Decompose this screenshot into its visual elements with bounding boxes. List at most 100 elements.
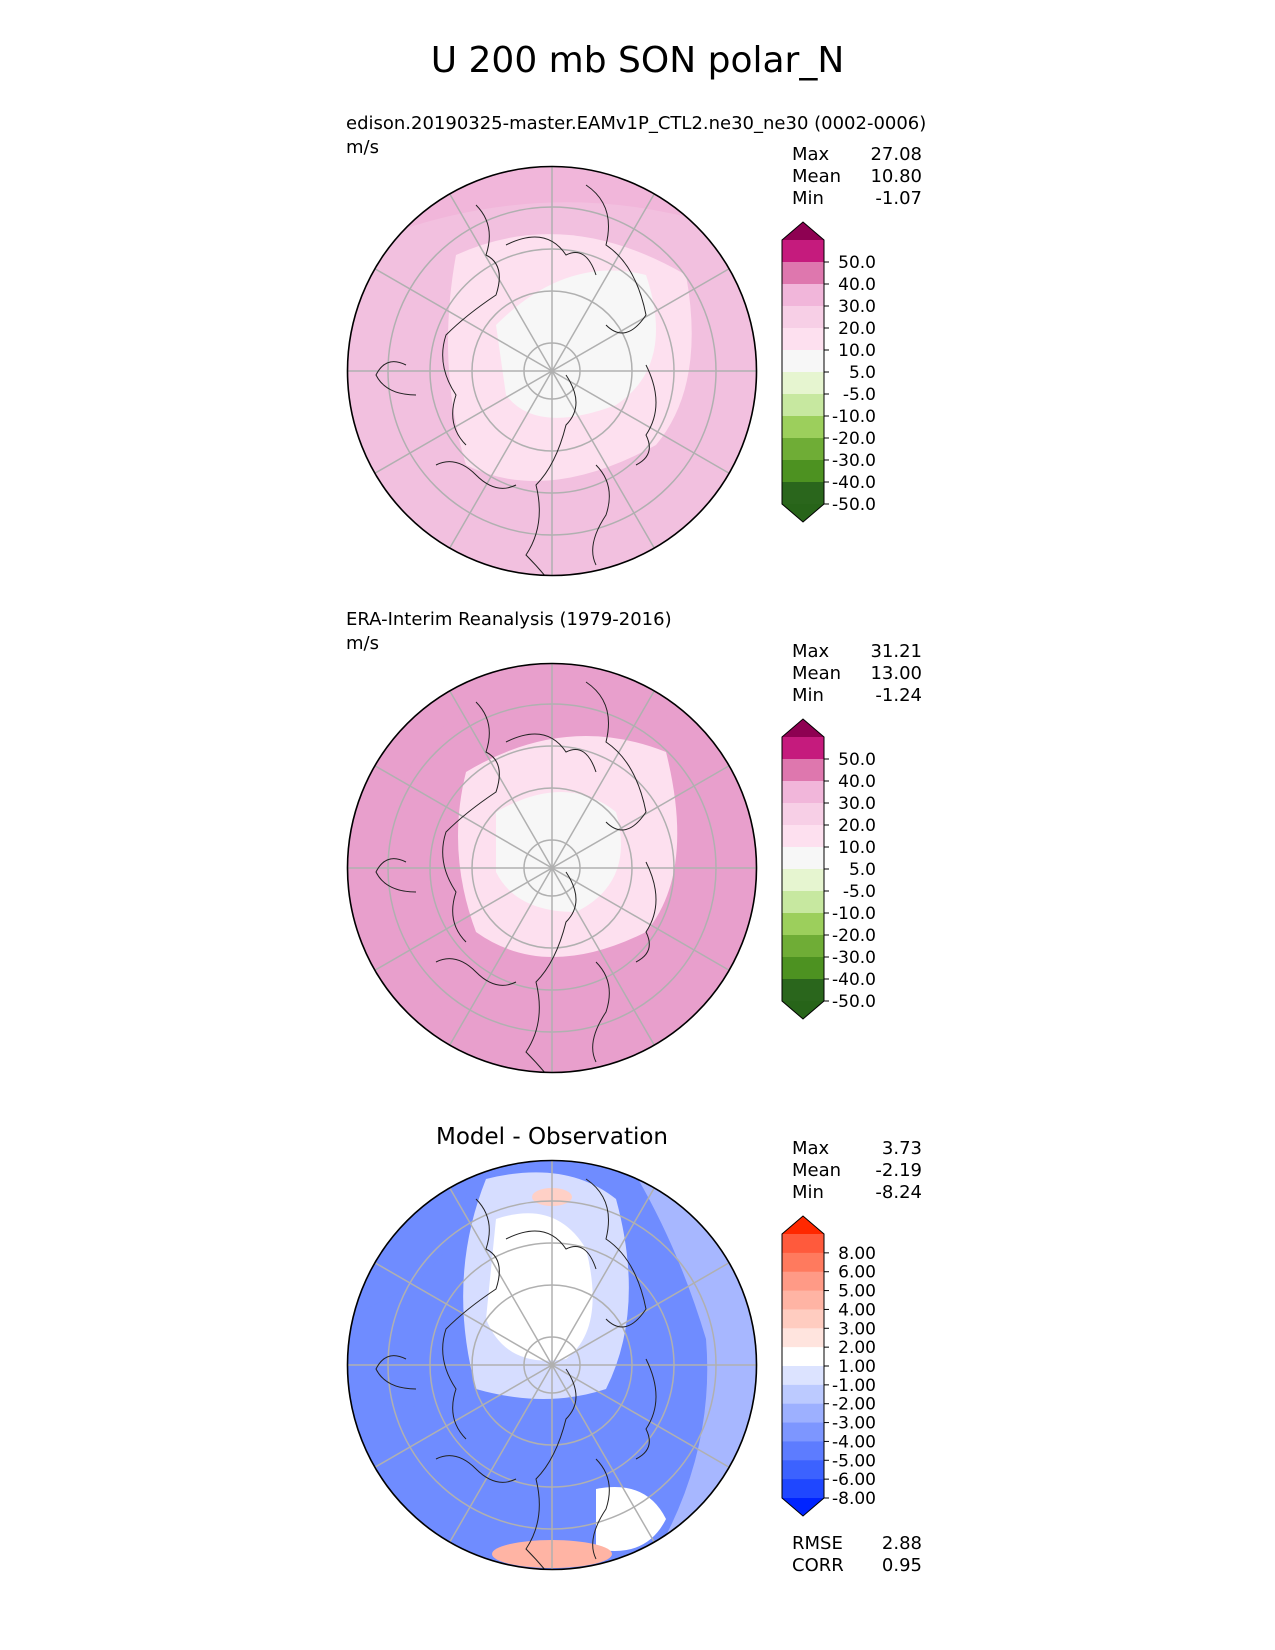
reference-stats: Max 31.21 Mean 13.00 Min -1.24 — [792, 641, 922, 707]
colorbar-segment — [782, 1309, 824, 1329]
reference-panel-title: ERA-Interim Reanalysis (1979-2016) — [346, 609, 672, 630]
colorbar-tick-label: 1.00 — [838, 1357, 876, 1377]
colorbar-tick-label: -20.0 — [832, 926, 876, 946]
coastline — [375, 361, 417, 396]
reference-panel-units: m/s — [346, 633, 379, 654]
map-boundary — [346, 165, 758, 577]
colorbar-segment — [782, 328, 824, 351]
colorbar-segment — [782, 1384, 824, 1405]
map-boundary — [346, 662, 758, 1074]
colorbar-tick-label: -40.0 — [832, 473, 876, 493]
stat-value: -1.07 — [875, 188, 922, 209]
coastline — [375, 858, 417, 893]
coastline — [505, 733, 597, 773]
field-contour-region — [596, 1487, 666, 1551]
colorbar-tick-label: 20.0 — [838, 319, 876, 339]
stat-value: 3.73 — [881, 1138, 922, 1159]
test-stats: Max 27.08 Mean 10.80 Min -1.07 — [792, 144, 922, 210]
colorbar-tick-label: -30.0 — [832, 948, 876, 968]
stat-label: Min — [792, 188, 824, 209]
test-polar-map — [346, 165, 758, 577]
coastline — [585, 184, 647, 334]
colorbar-tick-label: 20.0 — [838, 816, 876, 836]
coastline — [635, 364, 657, 466]
colorbar-segment — [782, 1403, 824, 1424]
colorbar-tick-label: -1.00 — [832, 1376, 876, 1396]
colorbar-tick-label: 40.0 — [838, 275, 876, 295]
colorbar-tick-label: -5.0 — [843, 385, 876, 405]
colorbar-tick-label: -10.0 — [832, 904, 876, 924]
colorbar-segment — [782, 372, 824, 395]
colorbar-tick-label: 10.0 — [838, 341, 876, 361]
stat-value: 0.95 — [881, 1555, 922, 1576]
stat-value: 2.88 — [881, 1533, 922, 1554]
stat-label: CORR — [792, 1555, 844, 1576]
coastline — [505, 236, 597, 276]
colorbar-tick-label: -5.0 — [843, 882, 876, 902]
colorbar-segment — [782, 759, 824, 782]
colorbar-tick-label: -2.00 — [832, 1395, 876, 1415]
colorbar-segment — [782, 1460, 824, 1480]
stat-value: -2.19 — [875, 1160, 922, 1181]
colorbar-tick-label: 3.00 — [838, 1319, 876, 1339]
coastline — [375, 1355, 417, 1390]
diff-stats: Max 3.73 Mean -2.19 Min -8.24 — [792, 1138, 922, 1204]
colorbar-segment — [782, 891, 824, 914]
colorbar-tick-label: 40.0 — [838, 772, 876, 792]
colorbar-segment — [782, 803, 824, 826]
colorbar-tick-label: -10.0 — [832, 407, 876, 427]
colorbar-extend-min — [782, 1001, 824, 1019]
colorbar-extend-max — [782, 222, 824, 240]
colorbar-tick-label: 5.0 — [849, 363, 876, 383]
coastline — [505, 1230, 597, 1270]
coastline — [592, 1458, 610, 1560]
colorbar-tick-label: 4.00 — [838, 1300, 876, 1320]
colorbar-tick-label: -50.0 — [832, 992, 876, 1012]
colorbar-segment — [782, 979, 824, 1002]
diff-extra-stats: RMSE 2.88 CORR 0.95 — [792, 1533, 922, 1577]
colorbar-segment — [782, 460, 824, 483]
coastline — [442, 204, 500, 446]
colorbar-tick-label: -6.00 — [832, 1470, 876, 1490]
stat-label: Mean — [792, 166, 842, 187]
reference-colorbar: 50.040.030.020.010.05.0-5.0-10.0-20.0-30… — [781, 718, 876, 1020]
colorbar-segment — [782, 350, 824, 373]
colorbar-segment — [782, 284, 824, 307]
colorbar-segment — [782, 1366, 824, 1386]
stat-label: Max — [792, 144, 830, 165]
colorbar-segment — [782, 737, 824, 760]
colorbar-segment — [782, 240, 824, 263]
colorbar-tick-label: -20.0 — [832, 429, 876, 449]
colorbar-segment — [782, 482, 824, 505]
meridian-line — [374, 764, 730, 972]
colorbar-tick-label: 8.00 — [838, 1244, 876, 1264]
map-boundary — [346, 1159, 758, 1571]
colorbar-extend-min — [782, 504, 824, 522]
stat-value: -8.24 — [875, 1182, 922, 1203]
coastline — [435, 1455, 517, 1483]
colorbar-tick-label: -3.00 — [832, 1414, 876, 1434]
stat-value: 31.21 — [870, 641, 922, 662]
diff-colorbar: 8.006.005.004.003.002.001.00-1.00-2.00-3… — [781, 1215, 876, 1517]
stat-value: -1.24 — [875, 685, 922, 706]
colorbar-segment — [782, 1328, 824, 1348]
coastline — [435, 461, 517, 489]
stat-label: Min — [792, 1182, 824, 1203]
coastline — [635, 1358, 657, 1460]
colorbar-tick-label: -5.00 — [832, 1451, 876, 1471]
stat-label: RMSE — [792, 1533, 843, 1554]
stat-value: 10.80 — [870, 166, 922, 187]
coastline — [592, 464, 610, 566]
test-panel-title: edison.20190325-master.EAMv1P_CTL2.ne30_… — [346, 113, 927, 134]
colorbar-tick-label: 30.0 — [838, 794, 876, 814]
colorbar-segment — [782, 847, 824, 870]
test-colorbar: 50.040.030.020.010.05.0-5.0-10.0-20.0-30… — [781, 221, 876, 523]
colorbar-segment — [782, 438, 824, 461]
coastline — [435, 958, 517, 986]
colorbar-segment — [782, 306, 824, 329]
colorbar-segment — [782, 262, 824, 285]
colorbar-segment — [782, 1422, 824, 1442]
stat-label: Max — [792, 641, 830, 662]
colorbar-extend-max — [782, 1216, 824, 1234]
coastline — [525, 1368, 577, 1570]
